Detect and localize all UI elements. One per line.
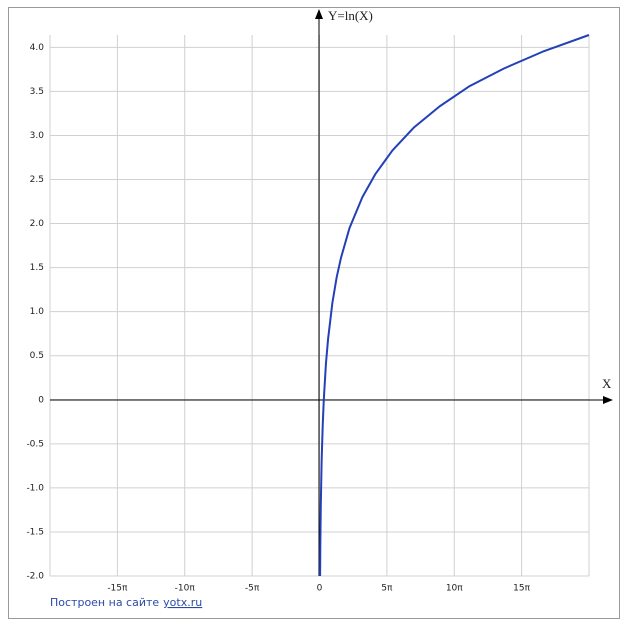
frame [8, 7, 620, 619]
y-tick-label: 1.5 [30, 263, 44, 273]
y-tick-label: 0 [38, 395, 44, 405]
x-tick-label: -5π [245, 584, 260, 594]
y-tick-label: 2.0 [30, 219, 45, 229]
x-tick-label: 15π [513, 584, 530, 594]
y-tick-label: 0.5 [30, 351, 44, 361]
x-axis-title: X [602, 376, 612, 391]
y-arrow [315, 9, 323, 19]
axes [50, 9, 613, 576]
x-tick-label: -10π [175, 584, 196, 594]
y-axis-title: Y=ln(X) [328, 8, 373, 23]
y-tick-label: -1.5 [26, 527, 44, 537]
x-tick-label: 5π [381, 584, 393, 594]
data-line [319, 34, 590, 577]
y-tick-label: 2.5 [30, 175, 44, 185]
x-tick-label: 0 [317, 584, 323, 594]
y-tick-label: 1.0 [30, 307, 45, 317]
x-arrow [603, 396, 613, 404]
x-tick-label: 10π [446, 584, 463, 594]
y-tick-label: 3.0 [30, 131, 45, 141]
x-tick-label: -15π [107, 584, 128, 594]
y-tick-label: -1.0 [26, 483, 44, 493]
y-tick-label: -0.5 [26, 439, 44, 449]
y-tick-label: 3.5 [30, 87, 44, 97]
credit-link[interactable]: yotx.ru [163, 596, 202, 609]
credit-link-text[interactable]: yotx.ru [163, 596, 202, 609]
y-tick-label: 4.0 [30, 43, 45, 53]
y-tick-label: -2.0 [26, 572, 44, 582]
credit-text: Построен на сайте [50, 596, 159, 609]
